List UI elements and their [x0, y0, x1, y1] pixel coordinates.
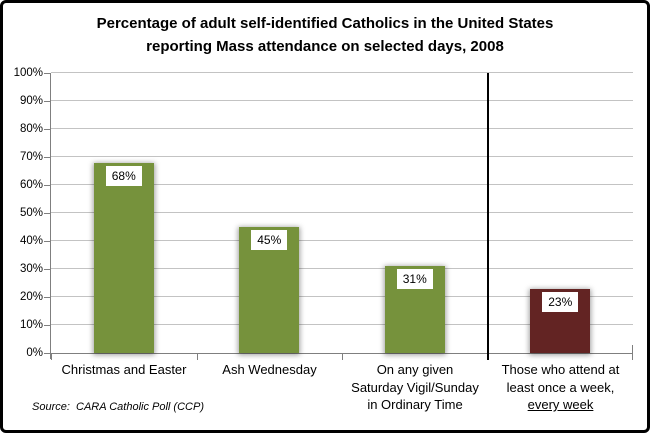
data-label: 45% [251, 230, 288, 250]
data-label: 68% [105, 165, 142, 186]
gridline [51, 268, 633, 269]
source-note: Source: CARA Catholic Poll (CCP) [32, 401, 204, 413]
x-category-label: On any given Saturday Vigil/Sunday in Ordi… [342, 361, 488, 414]
y-axis-tick [44, 73, 50, 74]
y-axis-label: 0% [26, 347, 43, 359]
y-axis-label: 20% [19, 291, 43, 303]
x-category-label-line: On any given [376, 362, 454, 377]
y-axis-tick [44, 241, 50, 242]
y-axis-tick [44, 157, 50, 158]
y-axis-line [50, 73, 51, 359]
x-axis-tick [51, 354, 52, 360]
y-axis-tick [44, 213, 50, 214]
chart-title-line2: reporting Mass attendance on selected da… [146, 38, 504, 55]
y-axis-tick [44, 129, 50, 130]
data-label: 23% [542, 291, 579, 312]
y-axis-label: 60% [19, 179, 43, 191]
x-axis-tick [196, 354, 198, 360]
y-axis-label: 100% [13, 67, 43, 79]
gridline [51, 184, 633, 185]
x-axis-tick [632, 354, 633, 360]
gridline [51, 128, 633, 129]
y-axis-tick [44, 297, 50, 298]
gridline [51, 100, 633, 101]
data-label: 31% [396, 269, 433, 290]
x-category-label: Ash Wednesday [197, 361, 343, 379]
gridline [51, 212, 633, 213]
bar [93, 162, 154, 353]
y-axis-label: 10% [19, 319, 43, 331]
gridline [51, 324, 633, 325]
x-category-label-line: every week [527, 397, 594, 412]
x-axis-end-tick [632, 345, 633, 354]
x-category-label-line: Ash Wednesday [222, 362, 317, 377]
gridline [51, 156, 633, 157]
y-axis-tick [44, 269, 50, 270]
chart-title: Percentage of adult self-identified Cath… [3, 12, 647, 58]
y-axis-tick [44, 325, 50, 326]
category-separator-line [486, 73, 489, 360]
gridline [51, 72, 633, 73]
y-axis-label: 90% [19, 95, 43, 107]
y-axis-label: 80% [19, 123, 43, 135]
plot-area: 0% 10% 20% 30% 40% 50% 60% 70% 80% 90% 100% 68% 45% 3… [14, 67, 633, 360]
y-axis-tick [44, 353, 50, 354]
y-axis-label: 40% [19, 235, 43, 247]
y-axis-tick [44, 185, 50, 186]
x-category-label-line: Christmas and Easter [61, 362, 187, 377]
x-category-label-line: Those who attend at [501, 362, 620, 377]
y-axis-label: 50% [19, 207, 43, 219]
chart-title-line1: Percentage of adult self-identified Cath… [96, 15, 554, 32]
x-category-label-line: Saturday Vigil/Sunday [351, 379, 479, 395]
x-category-label-line: least once a week, [506, 379, 615, 395]
x-category-label-line: in Ordinary Time [367, 397, 463, 412]
gridline [51, 296, 633, 297]
y-axis-label: 30% [19, 263, 43, 275]
x-category-label: Those who attend at least once a week, eve… [488, 361, 634, 414]
gridline [51, 240, 633, 241]
x-category-label: Christmas and Easter [51, 361, 197, 379]
x-axis-line [51, 353, 633, 354]
y-axis-tick [44, 101, 50, 102]
y-axis-label: 70% [19, 151, 43, 163]
x-axis-tick [342, 354, 343, 360]
